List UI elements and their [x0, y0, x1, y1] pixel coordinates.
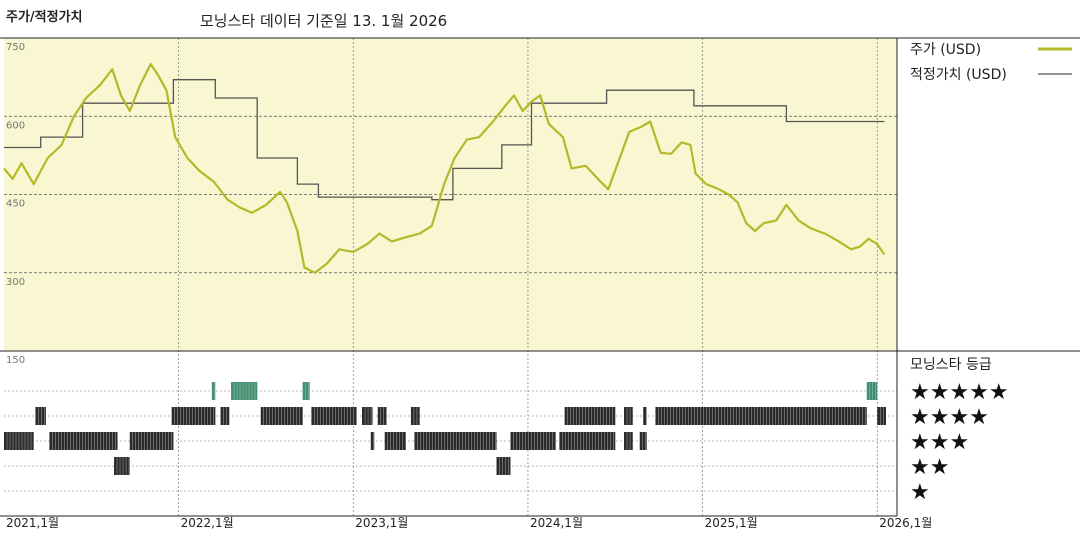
rating-bar	[655, 407, 867, 425]
x-tick-label: 2026,1월	[879, 516, 932, 530]
rating-star-label: ★★★	[910, 430, 969, 455]
x-axis-ticks: 2021,1월 2022,1월 2023,1월 2024,1월 2025,1월 2026,…	[6, 516, 932, 530]
chart-section-title: 주가/적정가치	[6, 10, 83, 25]
rating-bar	[370, 432, 375, 450]
rating-bar	[114, 457, 130, 475]
fair-value-line	[4, 79, 885, 201]
price-line	[3, 62, 886, 274]
chart-subtitle: 모닝스타 데이터 기준일 13. 1월 2026	[200, 12, 448, 30]
rating-bar	[624, 407, 633, 425]
x-tick-label: 2023,1월	[355, 516, 408, 530]
rating-bar	[49, 432, 118, 450]
rating-bar	[311, 407, 357, 425]
rating-bar	[510, 432, 556, 450]
y-tick-label: 150	[6, 355, 25, 366]
rating-star-labels: ★★★★★★★★★★★★★★★	[910, 380, 1009, 505]
rating-bar	[211, 382, 216, 400]
x-tick-label: 2024,1월	[530, 516, 583, 530]
legend-price-label: 주가 (USD)	[910, 42, 981, 58]
rating-bar	[866, 382, 878, 400]
rating-bar	[362, 407, 373, 425]
rating-bar	[410, 407, 420, 425]
rating-history	[4, 382, 886, 475]
rating-bar	[129, 432, 174, 450]
rating-bar	[384, 432, 406, 450]
rating-star-label: ★	[910, 480, 930, 505]
rating-bar	[639, 432, 647, 450]
rating-star-label: ★★★★★	[910, 380, 1009, 405]
rating-bar	[643, 407, 647, 425]
rating-bar	[559, 432, 616, 450]
rating-star-label: ★★	[910, 455, 949, 480]
x-tick-label: 2025,1월	[705, 516, 758, 530]
y-tick-label: 450	[6, 199, 25, 210]
rating-bar	[302, 382, 310, 400]
x-tick-label: 2021,1월	[6, 516, 59, 530]
y-axis-ticks: 750 600 450 300 150	[6, 42, 25, 366]
rating-bar	[877, 407, 886, 425]
y-tick-label: 750	[6, 42, 25, 53]
rating-bar	[414, 432, 497, 450]
rating-bar	[220, 407, 230, 425]
rating-title: 모닝스타 등급	[910, 357, 992, 373]
y-tick-label: 300	[6, 277, 25, 288]
rating-bar	[496, 457, 511, 475]
rating-bar	[377, 407, 387, 425]
rating-star-label: ★★★★	[910, 405, 989, 430]
legend-fair-label: 적정가치 (USD)	[910, 67, 1007, 83]
rating-bar	[231, 382, 258, 400]
rating-bar	[624, 432, 633, 450]
rating-bar	[171, 407, 216, 425]
y-tick-label: 600	[6, 120, 25, 131]
rating-bar	[35, 407, 46, 425]
rating-bar	[564, 407, 616, 425]
x-tick-label: 2022,1월	[181, 516, 234, 530]
